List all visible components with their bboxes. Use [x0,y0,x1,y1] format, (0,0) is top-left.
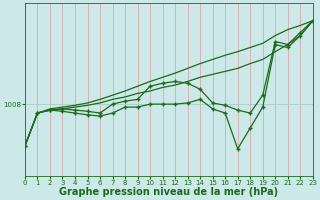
X-axis label: Graphe pression niveau de la mer (hPa): Graphe pression niveau de la mer (hPa) [59,187,278,197]
